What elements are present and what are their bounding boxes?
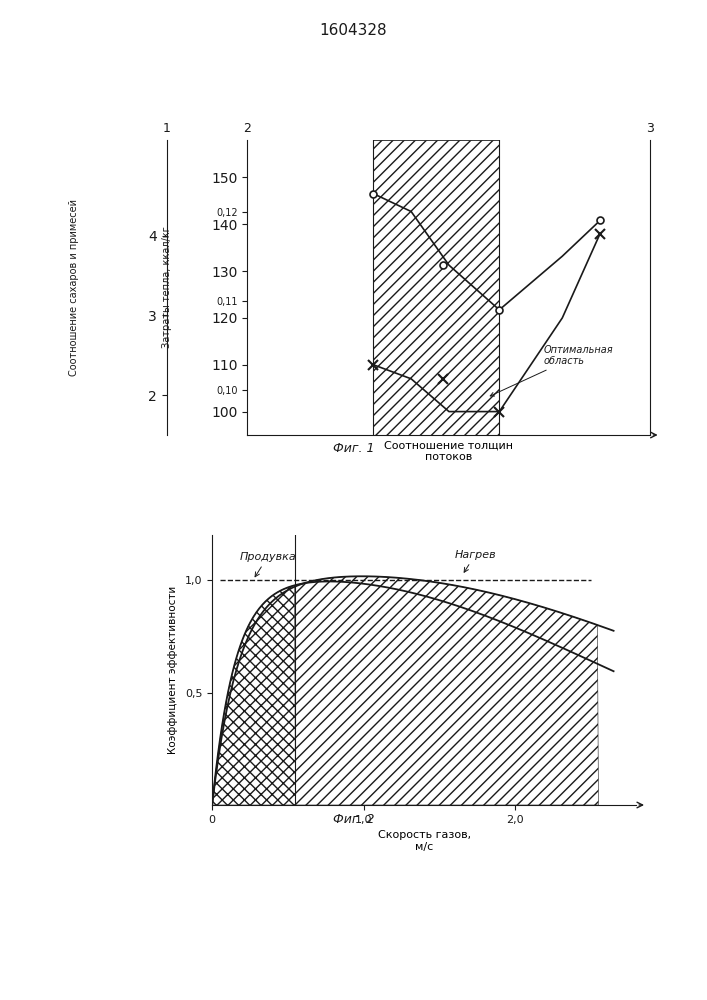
Y-axis label: Затраты тепла, ккал/кг: Затраты тепла, ккал/кг xyxy=(163,227,173,348)
Text: 1: 1 xyxy=(163,122,171,135)
Text: Продувка: Продувка xyxy=(240,552,296,577)
Text: 1604328: 1604328 xyxy=(320,23,387,38)
Text: 3: 3 xyxy=(646,122,655,135)
X-axis label: Соотношение толщин
потоков: Соотношение толщин потоков xyxy=(385,441,513,462)
Text: Фиг. 1: Фиг. 1 xyxy=(333,442,374,455)
Text: Фиг. 2: Фиг. 2 xyxy=(333,813,374,826)
Text: Оптимальная
область: Оптимальная область xyxy=(490,345,613,396)
Y-axis label: Соотношение сахаров и примесей: Соотношение сахаров и примесей xyxy=(69,199,79,376)
Text: 2: 2 xyxy=(243,122,252,135)
Y-axis label: Коэффициент эффективности: Коэффициент эффективности xyxy=(168,586,178,754)
X-axis label: Скорость газов,
м/с: Скорость газов, м/с xyxy=(378,830,471,852)
Text: Нагрев: Нагрев xyxy=(455,550,496,572)
